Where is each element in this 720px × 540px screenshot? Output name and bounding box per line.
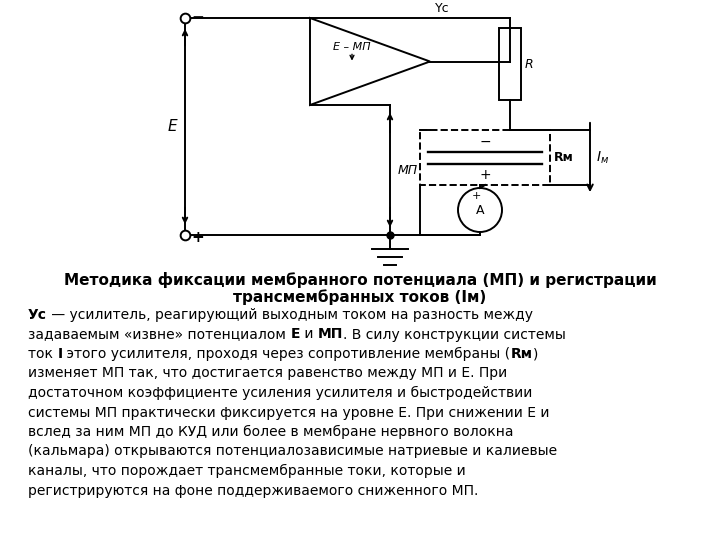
Text: Ус: Ус (28, 308, 47, 322)
Text: Е – МП: Е – МП (333, 43, 371, 52)
Text: +: + (472, 191, 481, 201)
Text: −: − (191, 10, 204, 24)
Text: МП: МП (318, 327, 343, 341)
Text: Е: Е (290, 327, 300, 341)
Text: $I_м$: $I_м$ (596, 149, 609, 166)
Text: Rм: Rм (554, 151, 574, 164)
Text: Rм: Rм (510, 347, 533, 361)
Text: регистрируются на фоне поддерживаемого сниженного МП.: регистрируются на фоне поддерживаемого с… (28, 483, 478, 497)
Text: . В силу конструкции системы: . В силу конструкции системы (343, 327, 566, 341)
Text: ): ) (533, 347, 538, 361)
Text: Yc: Yc (435, 2, 449, 15)
Text: системы МП практически фиксируется на уровне Е. При снижении Е и: системы МП практически фиксируется на ур… (28, 406, 549, 420)
Text: Е: Е (167, 119, 177, 134)
Text: изменяет МП так, что достигается равенство между МП и Е. При: изменяет МП так, что достигается равенст… (28, 367, 508, 381)
Text: трансмембранных токов (Iм): трансмембранных токов (Iм) (233, 289, 487, 305)
Text: ток: ток (28, 347, 58, 361)
Text: R: R (525, 57, 534, 71)
Text: вслед за ним МП до КУД или более в мембране нервного волокна: вслед за ним МП до КУД или более в мембр… (28, 425, 513, 439)
Text: (кальмара) открываются потенциалозависимые натриевые и калиевые: (кальмара) открываются потенциалозависим… (28, 444, 557, 458)
Text: задаваемым «извне» потенциалом: задаваемым «извне» потенциалом (28, 327, 290, 341)
Text: Методика фиксации мембранного потенциала (МП) и регистрации: Методика фиксации мембранного потенциала… (63, 272, 657, 288)
Text: −: − (480, 135, 491, 149)
Text: достаточном коэффициенте усиления усилителя и быстродействии: достаточном коэффициенте усиления усилит… (28, 386, 532, 400)
Text: +: + (480, 168, 491, 182)
Text: этого усилителя, проходя через сопротивление мембраны (: этого усилителя, проходя через сопротивл… (63, 347, 510, 361)
Text: +: + (191, 230, 204, 245)
Bar (420, 130, 550, 185)
Text: I: I (58, 347, 63, 361)
Text: — усилитель, реагирующий выходным током на разность между: — усилитель, реагирующий выходным током … (47, 308, 533, 322)
Text: МП: МП (398, 164, 418, 177)
Text: и: и (300, 327, 318, 341)
Text: каналы, что порождает трансмембранные токи, которые и: каналы, что порождает трансмембранные то… (28, 464, 466, 478)
Bar (499, 28, 521, 100)
Text: A: A (476, 204, 485, 217)
